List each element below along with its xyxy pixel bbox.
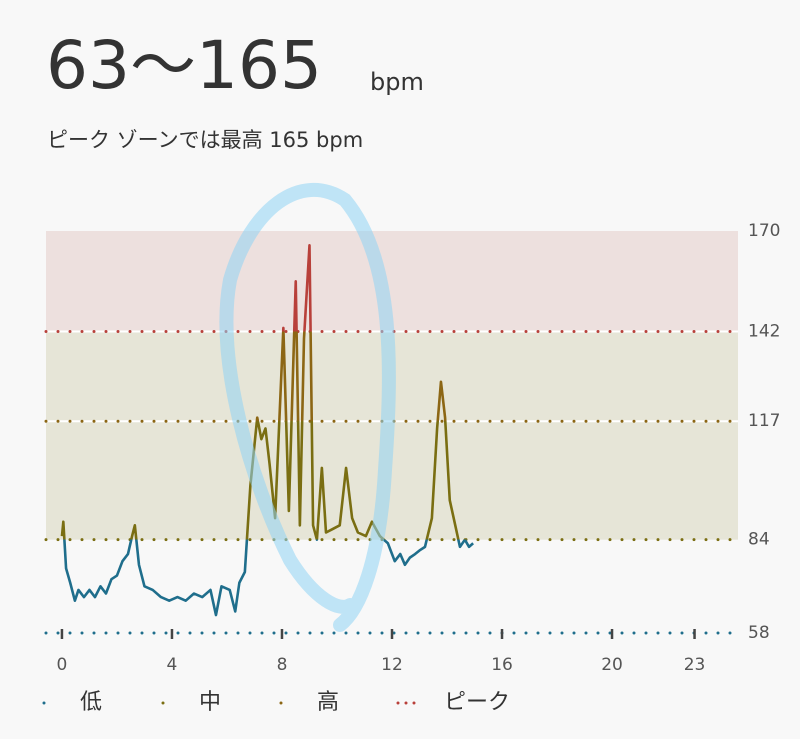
y-tick-label: 58: [748, 623, 770, 643]
hand-drawn-annotation: [219, 182, 396, 632]
y-tick-label: 117: [748, 411, 780, 431]
x-tick-label: 23: [684, 655, 706, 675]
y-tick-label: 142: [748, 322, 780, 342]
x-tick-label: 16: [491, 655, 513, 675]
legend-label: ピーク: [444, 690, 510, 715]
legend-label: 中: [199, 690, 221, 715]
heart-rate-line: [60, 244, 474, 617]
x-tick-label: 4: [167, 655, 178, 675]
x-tick-label: 20: [601, 655, 623, 675]
plot: [60, 244, 474, 617]
subtitle: ピーク ゾーンでは最高 165 bpm: [47, 128, 363, 152]
title: 63〜165: [46, 27, 322, 104]
legend-label: 低: [80, 690, 102, 715]
y-tick-label: 84: [748, 530, 770, 550]
x-tick-label: 0: [57, 655, 68, 675]
x-tick-label: 12: [381, 655, 403, 675]
y-tick-label: 170: [748, 221, 780, 241]
x-tick-label: 8: [277, 655, 288, 675]
legend-label: 高: [317, 690, 339, 715]
legend: 低 中 高 ピーク: [42, 690, 510, 715]
unit: bpm: [370, 68, 424, 96]
